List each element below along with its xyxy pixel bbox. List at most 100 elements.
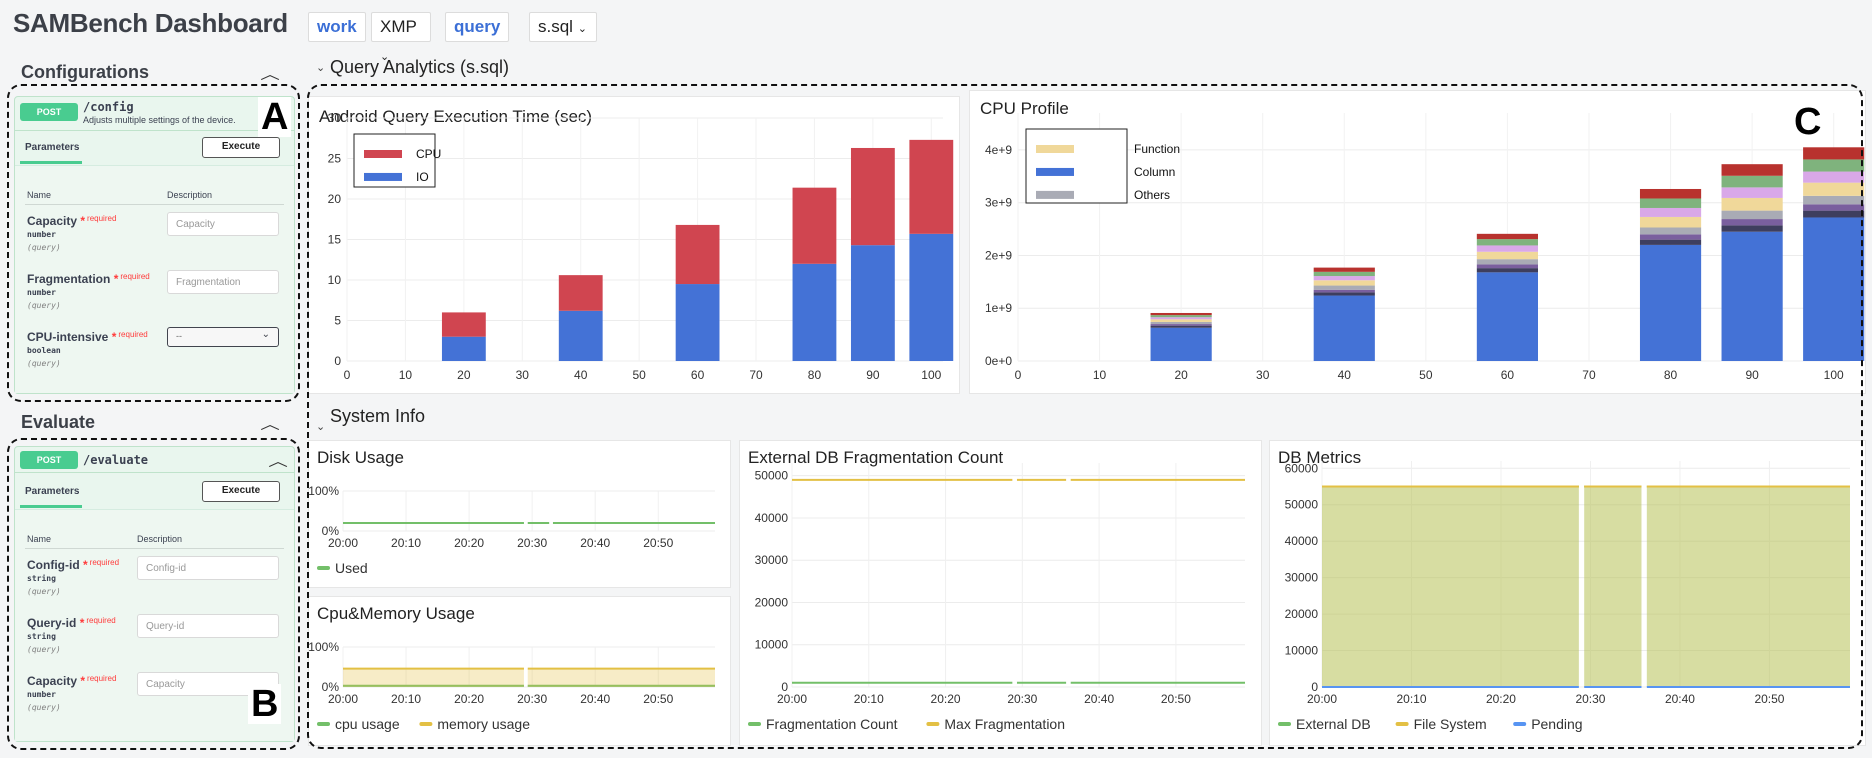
bar-segment bbox=[1476, 239, 1538, 246]
endpoint-path: /evaluate bbox=[83, 453, 149, 467]
execute-button[interactable]: Execute bbox=[202, 137, 280, 158]
cpu-intensive-select[interactable]: -- ⌄ bbox=[167, 327, 279, 347]
param-type: number bbox=[27, 288, 56, 297]
execute-button[interactable]: Execute bbox=[202, 481, 280, 502]
legend-label: CPU bbox=[416, 147, 441, 161]
chevron-up-icon[interactable]: ︿ bbox=[260, 66, 280, 82]
x-tick-label: 20:00 bbox=[777, 692, 807, 706]
bar-segment bbox=[1803, 159, 1865, 172]
legend-swatch bbox=[364, 150, 402, 158]
fragmentation-chart: 0 10000 20000 30000 40000 50000 20:00 20:10 20:2… bbox=[748, 463, 1245, 732]
column-description: Description bbox=[167, 190, 213, 200]
chevron-up-icon[interactable]: ︿ bbox=[260, 416, 280, 432]
tab-parameters[interactable]: Parameters bbox=[25, 486, 80, 497]
y-tick-label: 20000 bbox=[755, 595, 789, 609]
fragmentation-panel: External DB Fragmentation Count 0 10000 20… bbox=[739, 440, 1262, 746]
x-tick-label: 20:20 bbox=[454, 692, 484, 706]
legend-swatch bbox=[1036, 145, 1074, 153]
legend-swatch bbox=[317, 722, 330, 726]
db-metrics-panel: DB Metrics 0 10000 20000 30000 40000 50000 600… bbox=[1269, 440, 1866, 746]
chevron-down-icon: ⌄ bbox=[380, 51, 390, 63]
row-query-analytics[interactable]: Query Analytics (s.sql) bbox=[330, 57, 510, 77]
x-tick-label: 20:10 bbox=[391, 536, 421, 550]
legend-label: Pending bbox=[1531, 716, 1582, 732]
bar-segment bbox=[1313, 276, 1375, 281]
tab-indicator bbox=[20, 161, 82, 164]
legend-swatch bbox=[1036, 167, 1074, 176]
tab-parameters[interactable]: Parameters bbox=[25, 142, 80, 153]
method-badge: POST bbox=[20, 451, 78, 469]
param-name: Fragmentation * required bbox=[27, 272, 150, 286]
bar-segment bbox=[1639, 198, 1702, 208]
cpu-memory-panel: Cpu&Memory Usage 100% 0% 20:00 20:10 20:20 20… bbox=[308, 596, 731, 746]
row-system-info[interactable]: System Info bbox=[330, 406, 426, 426]
chevron-down-icon[interactable]: ⌄ bbox=[316, 421, 326, 433]
y-tick-label: 2e+9 bbox=[985, 248, 1012, 262]
query-id-input[interactable]: Query-id bbox=[137, 614, 279, 638]
configurations-header[interactable]: Configurations bbox=[21, 62, 149, 82]
disk-usage-panel: Disk Usage 100% 0% 20:00 20:10 20:20 20:30 20:… bbox=[308, 440, 731, 588]
bar-segment bbox=[1476, 251, 1538, 260]
endpoint-summary: Adjusts multiple settings of the device. bbox=[83, 115, 236, 125]
x-tick-label: 100 bbox=[1824, 368, 1844, 382]
x-tick-label: 20:10 bbox=[854, 692, 884, 706]
config-endpoint: POST /config Adjusts multiple settings o… bbox=[14, 96, 295, 394]
series-area bbox=[1646, 486, 1850, 687]
legend-swatch bbox=[364, 172, 402, 181]
x-tick-label: 20:30 bbox=[1007, 692, 1037, 706]
y-tick-label: 50000 bbox=[755, 469, 789, 483]
legend-label: Used bbox=[335, 560, 368, 576]
chevron-up-icon[interactable]: ︿ bbox=[268, 453, 288, 469]
chevron-down-icon[interactable]: ⌄ bbox=[316, 62, 326, 74]
y-tick-label: 30000 bbox=[755, 553, 789, 567]
bar-segment bbox=[1803, 195, 1865, 205]
endpoint-header[interactable]: POST /config Adjusts multiple settings o… bbox=[15, 97, 294, 131]
legend-box bbox=[1025, 128, 1128, 204]
x-tick-label: 90 bbox=[866, 368, 880, 382]
bar-segment bbox=[1803, 210, 1865, 218]
evaluate-header[interactable]: Evaluate bbox=[21, 412, 96, 432]
variable-query-label: query bbox=[445, 12, 510, 42]
capacity-input[interactable]: Capacity bbox=[167, 212, 279, 236]
endpoint-path: /config bbox=[83, 100, 134, 114]
exec-time-chart: 0 5 10 15 20 25 30 0 10 20 30 40 50 60 70 80 90 100 CPU IO bbox=[328, 111, 954, 382]
param-location: (query) bbox=[27, 703, 61, 712]
param-location: (query) bbox=[27, 587, 61, 596]
bar-segment bbox=[558, 310, 603, 361]
x-tick-label: 10 bbox=[1093, 368, 1107, 382]
bar-segment bbox=[1803, 147, 1865, 160]
bar-segment bbox=[1476, 272, 1538, 361]
y-tick-label: 20000 bbox=[1285, 607, 1319, 621]
bar-segment bbox=[1639, 188, 1702, 199]
x-tick-label: 20:50 bbox=[1161, 692, 1191, 706]
y-tick-label: 3e+9 bbox=[985, 196, 1012, 210]
legend-label: Column bbox=[1134, 165, 1175, 179]
config-id-input[interactable]: Config-id bbox=[137, 556, 279, 580]
y-tick-label: 30 bbox=[328, 111, 342, 125]
bar-segment bbox=[1150, 317, 1212, 320]
y-tick-label: 0% bbox=[322, 680, 340, 694]
variable-query-select[interactable]: s.sql ⌄ bbox=[529, 12, 597, 42]
y-tick-label: 1e+9 bbox=[985, 301, 1012, 315]
bar-segment bbox=[1721, 197, 1783, 211]
bar-segment bbox=[1639, 234, 1702, 240]
legend-label: Max Fragmentation bbox=[944, 716, 1065, 732]
x-tick-label: 20:30 bbox=[1575, 692, 1605, 706]
bar-segment bbox=[558, 275, 603, 311]
endpoint-header[interactable]: POST /evaluate ︿ bbox=[15, 447, 294, 473]
bar-segment bbox=[909, 233, 954, 361]
param-location: (query) bbox=[27, 301, 61, 310]
fragmentation-input[interactable]: Fragmentation bbox=[167, 270, 279, 294]
y-tick-label: 20 bbox=[328, 192, 342, 206]
variable-work-select[interactable]: XMP ⌄ bbox=[371, 12, 431, 63]
legend-swatch bbox=[926, 722, 940, 726]
x-tick-label: 20 bbox=[457, 368, 471, 382]
x-tick-label: 20:20 bbox=[931, 692, 961, 706]
x-tick-label: 20:20 bbox=[454, 536, 484, 550]
x-tick-label: 20:00 bbox=[1307, 692, 1337, 706]
bar-segment bbox=[1803, 171, 1865, 183]
param-name: CPU-intensive * required bbox=[27, 330, 148, 344]
legend-label: Fragmentation Count bbox=[766, 716, 898, 732]
bar-segment bbox=[1721, 210, 1783, 220]
variable-work-label: work bbox=[308, 12, 366, 42]
